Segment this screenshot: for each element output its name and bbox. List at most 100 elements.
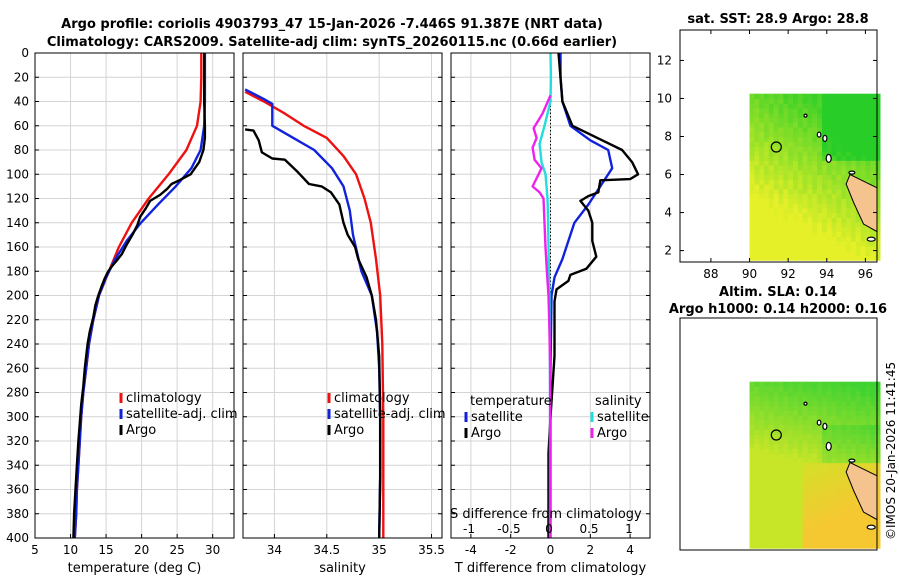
field-cell: [812, 514, 818, 521]
field-cell: [817, 514, 823, 521]
field-cell: [778, 514, 784, 521]
field-cell: [831, 533, 838, 540]
field-cell: [826, 381, 833, 388]
field-cell: [846, 386, 852, 392]
y-tick-label: 0: [21, 46, 29, 60]
field-cell: [826, 543, 833, 549]
field-cell: [792, 510, 799, 516]
field-cell: [821, 131, 828, 138]
field-cell: [870, 457, 876, 464]
field-cell: [875, 438, 881, 445]
field-cell: [773, 472, 780, 478]
field-cell: [870, 126, 876, 133]
field-cell: [860, 107, 867, 114]
field-cell: [817, 160, 823, 166]
field-cell: [831, 155, 838, 161]
field-cell: [797, 184, 804, 190]
field-cell: [855, 386, 862, 392]
field-cell: [788, 241, 794, 247]
field-cell: [875, 443, 881, 449]
map-y-tick-label: 6: [664, 168, 672, 182]
field-cell: [778, 424, 784, 430]
field-cell: [773, 505, 780, 511]
field-cell: [788, 155, 794, 161]
field-cell: [817, 98, 823, 104]
field-cell: [846, 495, 852, 502]
field-cell: [773, 122, 780, 128]
field-cell: [783, 395, 789, 402]
field-cell: [788, 424, 794, 430]
field-cell: [783, 543, 789, 549]
field-cell: [821, 160, 828, 166]
field-cell: [850, 491, 857, 497]
legend-title-salinity: salinity: [595, 394, 642, 409]
map-y-tick-label: 12: [657, 53, 672, 67]
field-cell: [759, 448, 765, 454]
field-cell: [797, 443, 804, 449]
float-location-marker: [770, 429, 782, 441]
field-cell: [788, 472, 794, 478]
field-cell: [768, 217, 775, 223]
field-cell: [749, 136, 755, 142]
field-cell: [749, 491, 755, 497]
field-cell: [783, 174, 789, 180]
field-cell: [826, 495, 833, 502]
field-cell: [754, 467, 760, 473]
field-cell: [754, 107, 760, 114]
field-cell: [764, 250, 770, 256]
field-cell: [759, 188, 765, 195]
field-cell: [749, 155, 755, 161]
field-cell: [846, 226, 852, 233]
field-cell: [826, 212, 833, 218]
field-cell: [788, 212, 794, 218]
field-cell: [870, 160, 876, 166]
field-cell: [855, 538, 862, 544]
field-cell: [875, 126, 881, 133]
field-cell: [773, 533, 780, 540]
field-cell: [773, 193, 780, 199]
field-cell: [817, 505, 823, 511]
field-cell: [846, 381, 852, 388]
field-cell: [768, 103, 775, 109]
field-cell: [870, 462, 876, 468]
field-cell: [754, 169, 760, 176]
field-cell: [817, 236, 823, 242]
field-cell: [865, 93, 871, 100]
field-cell: [846, 448, 852, 454]
field-cell: [812, 414, 818, 421]
field-cell: [821, 184, 828, 190]
field-cell: [797, 198, 804, 204]
field-cell: [807, 472, 813, 478]
field-cell: [865, 155, 871, 161]
field-cell: [821, 457, 828, 464]
field-cell: [807, 131, 813, 138]
field-cell: [817, 146, 823, 152]
field-cell: [759, 141, 765, 147]
field-cell: [764, 222, 770, 228]
field-cell: [865, 538, 871, 544]
field-cell: [788, 476, 794, 483]
field-cell: [826, 438, 833, 445]
field-cell: [831, 395, 838, 402]
field-cell: [817, 400, 823, 407]
field-cell: [778, 241, 784, 247]
field-cell: [812, 226, 818, 233]
field-cell: [826, 514, 833, 521]
sla-map-frame: [679, 317, 878, 551]
field-cell: [802, 198, 809, 204]
field-cell: [836, 491, 842, 497]
field-cell: [773, 386, 780, 392]
field-cell: [764, 443, 770, 449]
field-cell: [836, 112, 842, 119]
field-cell: [860, 529, 867, 535]
field-cell: [807, 476, 813, 483]
field-cell: [846, 207, 852, 214]
field-cell: [807, 222, 813, 228]
field-cell: [870, 405, 876, 411]
field-cell: [768, 453, 775, 459]
field-cell: [836, 481, 842, 487]
field-cell: [797, 434, 804, 440]
field-cell: [773, 405, 780, 411]
field-cell: [797, 150, 804, 157]
